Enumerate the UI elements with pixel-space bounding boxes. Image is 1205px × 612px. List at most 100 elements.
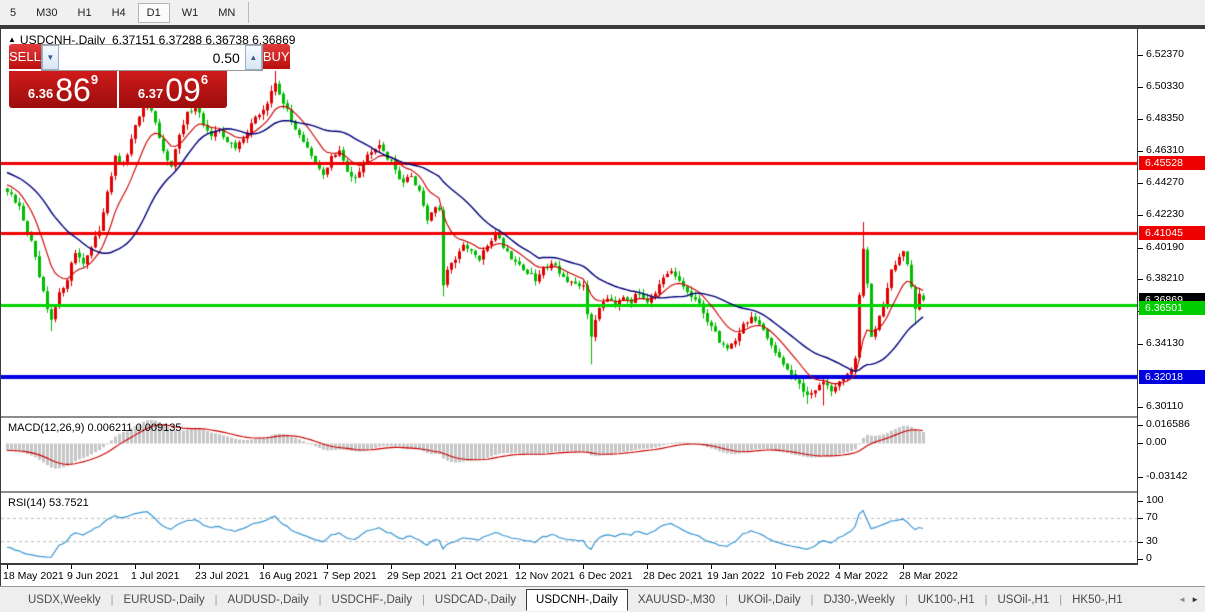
- macd-tick: [1138, 477, 1143, 478]
- price-tag-6-32018: 6.32018: [1139, 370, 1205, 384]
- rsi-tick-label: 70: [1146, 511, 1158, 523]
- tab-usdx-weekly[interactable]: USDX,Weekly: [28, 593, 101, 606]
- tab-uk100-h1[interactable]: UK100-,H1: [917, 593, 975, 606]
- price-tick-label: 6.50330: [1146, 80, 1184, 92]
- timeframe-toolbar: 5 M30 H1 H4 D1 W1 MN: [0, 0, 1205, 25]
- chart-title: ▲ USDCNH-,Daily 6.37151 6.37288 6.36738 6…: [8, 33, 295, 47]
- date-label: 1 Jul 2021: [131, 570, 180, 582]
- date-tick: [903, 565, 904, 569]
- buy-price-sup: 6: [200, 72, 209, 87]
- rsi-tick-label: 0: [1146, 552, 1152, 564]
- one-click-trading-panel: SELL ▼ ▲ BUY 6.36 86 9 6.37 09 6: [9, 44, 290, 108]
- price-tick-label: 6.52370: [1146, 48, 1184, 60]
- price-tick-label: 6.42230: [1146, 208, 1184, 220]
- lot-decrease-button[interactable]: ▼: [41, 45, 59, 70]
- date-label: 16 Aug 2021: [259, 570, 318, 582]
- lot-increase-button[interactable]: ▲: [244, 45, 262, 70]
- date-tick: [263, 565, 264, 569]
- price-tick-label: 6.40190: [1146, 241, 1184, 253]
- date-label: 9 Jun 2021: [67, 570, 119, 582]
- timeframe-h1[interactable]: H1: [77, 6, 92, 19]
- sell-price-prefix: 6.36: [27, 86, 54, 101]
- tab-separator: |: [110, 593, 114, 606]
- tab-ukoil-daily[interactable]: UKOil-,Daily: [738, 593, 801, 606]
- tab-separator: |: [984, 593, 988, 606]
- date-label: 28 Mar 2022: [899, 570, 958, 582]
- timeframe-w1[interactable]: W1: [181, 6, 199, 19]
- price-tag-6-45528: 6.45528: [1139, 156, 1205, 170]
- price-tick: [1138, 248, 1143, 249]
- timeframe-d1[interactable]: D1: [137, 2, 170, 23]
- panel-separator[interactable]: [1, 491, 1137, 493]
- date-tick: [199, 565, 200, 569]
- sell-price-big: 86: [55, 72, 91, 108]
- date-tick: [135, 565, 136, 569]
- tab-eurusd-daily[interactable]: EURUSD-,Daily: [123, 593, 205, 606]
- price-tick: [1138, 407, 1143, 408]
- tab-usdchf-daily[interactable]: USDCHF-,Daily: [331, 593, 413, 606]
- price-tick: [1138, 151, 1143, 152]
- chart-ohlc-values: 6.37151 6.37288 6.36738 6.36869: [111, 33, 296, 47]
- timeframe-5[interactable]: 5: [10, 6, 17, 19]
- date-tick: [327, 565, 328, 569]
- date-label: 4 Mar 2022: [835, 570, 889, 582]
- date-tick: [391, 565, 392, 569]
- date-tick: [711, 565, 712, 569]
- date-tick: [455, 565, 456, 569]
- timeframe-h4[interactable]: H4: [111, 6, 126, 19]
- buy-price-prefix: 6.37: [137, 86, 164, 101]
- price-tick: [1138, 55, 1143, 56]
- rsi-tick-label: 30: [1146, 535, 1158, 547]
- price-tick: [1138, 119, 1143, 120]
- date-label: 12 Nov 2021: [515, 570, 575, 582]
- price-axis[interactable]: 6.52370 6.50330 6.48350 6.46310 6.44270 6.422…: [1137, 29, 1205, 565]
- tab-scroll-left-icon[interactable]: ◄: [1178, 595, 1187, 604]
- buy-button[interactable]: BUY: [262, 44, 290, 71]
- tab-dj30-weekly[interactable]: DJ30-,Weekly: [823, 593, 895, 606]
- date-tick: [71, 565, 72, 569]
- tab-scroll-right-icon[interactable]: ►: [1191, 595, 1199, 604]
- rsi-tick: [1138, 542, 1143, 543]
- tab-xauusd-m30[interactable]: XAUUSD-,M30: [637, 593, 716, 606]
- tab-separator: |: [810, 593, 814, 606]
- tab-usdcnh-daily[interactable]: USDCNH-,Daily: [526, 588, 628, 611]
- date-label: 18 May 2021: [3, 570, 64, 582]
- macd-tick: [1138, 443, 1143, 444]
- tab-separator: |: [1059, 593, 1063, 606]
- price-tick-label: 6.34130: [1146, 337, 1184, 349]
- rsi-tick: [1138, 501, 1143, 502]
- date-label: 19 Jan 2022: [707, 570, 765, 582]
- sell-button[interactable]: SELL: [9, 44, 41, 71]
- macd-tick-label: 0.00: [1146, 436, 1167, 448]
- collapse-arrow-icon[interactable]: ▲: [8, 35, 16, 44]
- rsi-panel-canvas[interactable]: [1, 493, 1137, 563]
- tab-separator: |: [422, 593, 425, 606]
- date-axis[interactable]: 18 May 2021 9 Jun 2021 1 Jul 2021 23 Jul 20…: [1, 565, 1205, 586]
- macd-tick-label: 0.016586: [1146, 418, 1190, 430]
- tab-hk50-h1[interactable]: HK50-,H1: [1072, 593, 1123, 606]
- timeframe-m30[interactable]: M30: [36, 6, 58, 19]
- sell-price-display[interactable]: 6.36 86 9: [9, 71, 117, 108]
- tab-usdcad-daily[interactable]: USDCAD-,Daily: [434, 593, 517, 606]
- tab-separator: |: [318, 593, 322, 606]
- price-tick: [1138, 215, 1143, 216]
- tab-separator: |: [214, 593, 218, 606]
- timeframe-mn[interactable]: MN: [218, 6, 236, 19]
- tab-audusd-daily[interactable]: AUDUSD-,Daily: [227, 593, 309, 606]
- price-tick-label: 6.48350: [1146, 112, 1184, 124]
- price-tick: [1138, 183, 1143, 184]
- price-tick: [1138, 279, 1143, 280]
- lot-size-input[interactable]: [58, 45, 245, 70]
- tab-separator: |: [904, 593, 908, 606]
- macd-tick: [1138, 425, 1143, 426]
- buy-price-display[interactable]: 6.37 09 6: [119, 71, 227, 108]
- panel-separator[interactable]: [1, 416, 1137, 418]
- date-label: 7 Sep 2021: [323, 570, 377, 582]
- chart-region: ▲ USDCNH-,Daily 6.37151 6.37288 6.36738 6…: [0, 29, 1205, 586]
- price-tag-6-36501: 6.36501: [1139, 300, 1205, 315]
- tab-usoil-h1[interactable]: USOil-,H1: [997, 593, 1050, 606]
- chart-tab-bar: USDX,Weekly | EURUSD-,Daily | AUDUSD-,Daily |…: [0, 586, 1205, 612]
- date-label: 28 Dec 2021: [643, 570, 703, 582]
- macd-panel-canvas[interactable]: [1, 418, 1137, 491]
- price-tick-label: 6.44270: [1146, 176, 1184, 188]
